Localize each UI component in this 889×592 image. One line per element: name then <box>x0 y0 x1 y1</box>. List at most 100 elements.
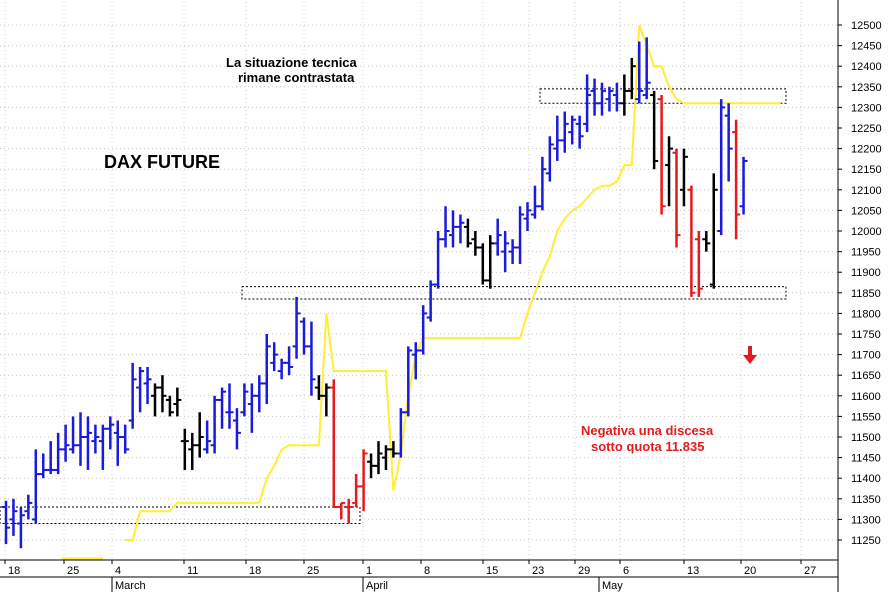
y-tick-label-10: 11750 <box>851 329 881 341</box>
price-box-1 <box>241 286 787 300</box>
y-tick-label-17: 12100 <box>851 185 882 197</box>
y-tick-label-21: 12300 <box>851 102 882 114</box>
price-bar-72 <box>538 156 547 211</box>
price-bar-31 <box>232 408 241 450</box>
y-tick-label-2: 11350 <box>851 494 881 506</box>
y-tick-label-12: 11850 <box>851 288 881 300</box>
price-bar-60 <box>449 210 457 248</box>
price-bar-7 <box>54 432 63 475</box>
price-bar-63 <box>471 231 480 256</box>
price-bar-93 <box>694 231 703 297</box>
price-bar-0 <box>2 500 10 545</box>
price-bar-37 <box>277 358 286 380</box>
x-tick-label-1: 25 <box>67 565 79 577</box>
price-bar-15 <box>113 420 122 466</box>
x-tick-label-10: 29 <box>578 565 590 577</box>
x-tick-label-8: 15 <box>486 565 498 577</box>
y-tick-labels: 11250 11300 11350 11400 11450 11500 11550 11600… <box>838 20 882 547</box>
y-tick-label-3: 11400 <box>851 473 881 485</box>
price-bar-1 <box>9 498 18 536</box>
price-bar-8 <box>61 424 70 462</box>
y-tick-label-14: 11950 <box>851 247 881 259</box>
price-bar-25 <box>188 432 197 470</box>
price-bar-61 <box>456 214 465 244</box>
y-tick-label-4: 11450 <box>851 453 881 465</box>
price-bar-58 <box>434 231 443 289</box>
ma-line-path <box>125 24 781 541</box>
down-arrow-icon <box>743 346 757 364</box>
price-bar-67 <box>501 231 510 273</box>
price-bar-10 <box>76 412 85 466</box>
price-bar-98 <box>732 119 741 240</box>
price-bar-56 <box>419 305 428 355</box>
x-tick-label-13: 20 <box>744 565 756 577</box>
annotation-line-2: rimane contrastata <box>238 70 355 85</box>
price-bar-88 <box>657 95 666 215</box>
y-tick-label-19: 12200 <box>851 144 882 156</box>
price-bar-42 <box>314 375 323 400</box>
price-bar-85 <box>635 41 644 104</box>
price-bar-53 <box>396 408 405 458</box>
x-tick-label-7: 8 <box>424 565 430 577</box>
price-bar-92 <box>687 185 696 297</box>
price-bar-65 <box>486 235 495 289</box>
x-tick-label-5: 25 <box>307 565 319 577</box>
price-bar-12 <box>91 424 100 454</box>
y-tick-label-25: 12500 <box>851 20 882 32</box>
price-bar-47 <box>352 474 361 508</box>
price-bar-24 <box>180 428 189 470</box>
price-bar-18 <box>136 366 145 413</box>
moving-average-line <box>62 24 781 560</box>
annotation-red-line-1: Negativa una discesa <box>581 423 714 438</box>
price-bar-51 <box>381 445 390 470</box>
price-bar-74 <box>553 115 562 161</box>
price-bar-28 <box>210 395 219 454</box>
y-tick-label-15: 12000 <box>851 226 882 238</box>
price-bar-71 <box>530 185 539 219</box>
price-bar-34 <box>255 375 264 413</box>
y-tick-label-11: 11800 <box>851 308 881 320</box>
x-tick-label-3: 11 <box>187 565 198 577</box>
y-tick-label-18: 12150 <box>851 164 882 176</box>
price-bar-23 <box>173 387 182 417</box>
annotation-red-line-2: sotto quota 11.835 <box>591 439 704 454</box>
price-bar-66 <box>493 218 502 256</box>
price-bar-32 <box>240 383 249 417</box>
price-bar-9 <box>69 416 78 454</box>
price-bar-73 <box>545 136 554 182</box>
y-tick-label-5: 11500 <box>851 432 881 444</box>
y-tick-label-1: 11300 <box>851 514 881 526</box>
price-bar-6 <box>46 441 55 475</box>
price-bar-62 <box>463 218 472 248</box>
price-bar-82 <box>612 82 621 112</box>
price-bar-43 <box>322 383 331 417</box>
y-tick-label-6: 11550 <box>851 411 881 423</box>
price-bar-76 <box>568 115 577 145</box>
price-bar-30 <box>225 383 234 429</box>
x-tick-label-4: 18 <box>249 565 261 577</box>
price-bar-95 <box>709 173 718 289</box>
y-tick-label-13: 11900 <box>851 267 881 279</box>
x-tick-label-9: 23 <box>532 565 544 577</box>
x-tick-label-2: 4 <box>115 565 121 577</box>
price-bar-26 <box>195 412 204 458</box>
y-tick-label-8: 11650 <box>851 370 881 382</box>
price-bar-44 <box>329 379 338 509</box>
price-bar-14 <box>106 416 115 450</box>
price-bar-22 <box>165 395 174 417</box>
x-tick-label-12: 13 <box>687 565 699 577</box>
price-bar-83 <box>620 74 629 116</box>
y-tick-label-9: 11700 <box>851 350 881 362</box>
price-bar-33 <box>247 383 256 433</box>
price-bar-81 <box>605 86 614 112</box>
y-tick-label-7: 11600 <box>851 391 881 403</box>
price-bar-59 <box>441 206 450 248</box>
price-bar-41 <box>307 321 316 396</box>
month-label-1: April <box>366 580 388 592</box>
x-tick-label-0: 18 <box>8 565 20 577</box>
price-box-0 <box>0 506 361 525</box>
price-box-2 <box>539 88 787 104</box>
price-bar-89 <box>665 136 674 207</box>
price-bar-70 <box>523 202 532 231</box>
support-resistance-boxes <box>0 88 787 525</box>
